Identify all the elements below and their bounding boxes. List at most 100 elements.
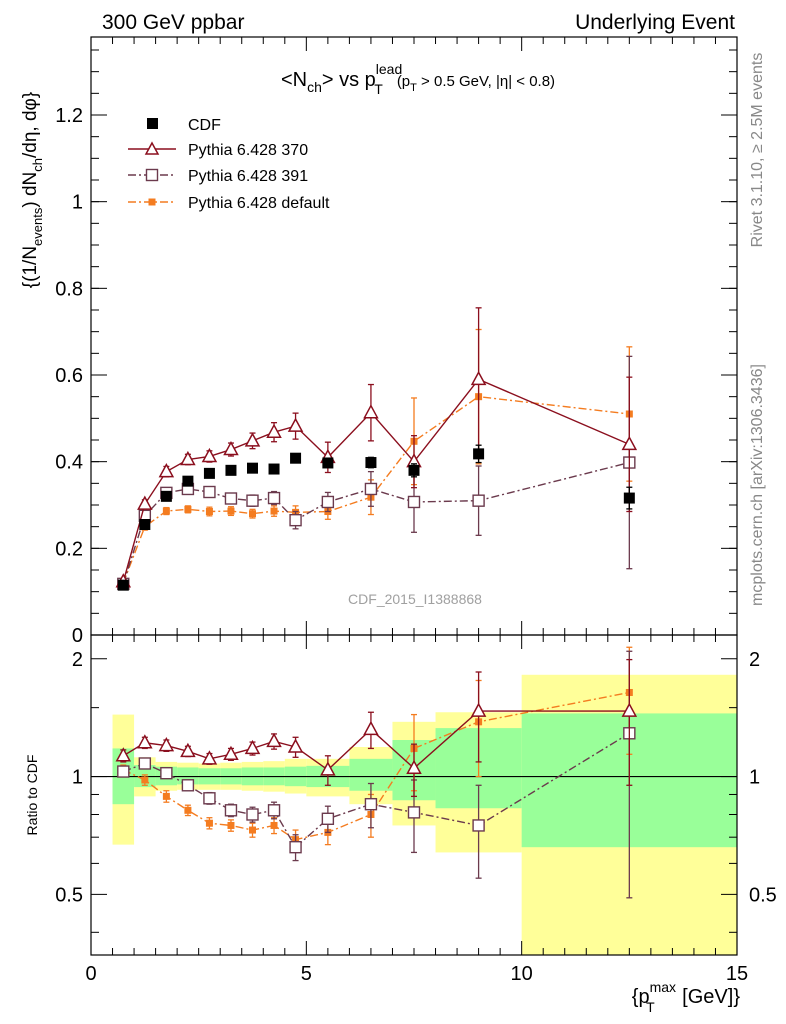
ratio-point-pythia-370: [363, 720, 379, 736]
main-point-pythia-default: [249, 510, 256, 518]
title-main-sub: ch: [307, 79, 322, 95]
main-point-pythia-370: [363, 404, 379, 419]
ratio-y-tick-label-right: 1: [749, 767, 760, 789]
main-point-cdf: [365, 457, 377, 469]
legend-entry-cdf: CDF: [147, 117, 221, 134]
ratio-point-pythia-391: [407, 806, 421, 819]
title-main: <N: [281, 69, 307, 91]
main-point-cdf: [182, 475, 194, 487]
legend-label-370: Pythia 6.428 370: [188, 142, 308, 159]
title-cut-a: (p: [397, 73, 410, 90]
legend-entry-pythia-default: Pythia 6.428 default: [128, 195, 330, 212]
main-y-tick-label: 0: [72, 625, 83, 647]
xlabel-a: {p: [632, 986, 650, 1008]
main-y-tick-label: 1: [72, 192, 83, 214]
header-left: 300 GeV ppbar: [102, 11, 244, 34]
main-point-pythia-391: [472, 494, 485, 507]
main-point-pythia-391: [407, 495, 421, 509]
main-point-pythia-370: [621, 435, 638, 451]
main-point-pythia-370: [266, 423, 282, 438]
ratio-point-pythia-391: [267, 804, 281, 817]
ratio-point-pythia-370: [201, 750, 218, 765]
ratio-point-pythia-default: [184, 806, 192, 814]
title-cut-sub: T: [410, 82, 417, 94]
legend-marker-370: [144, 141, 160, 155]
ratio-point-pythia-391: [138, 757, 152, 770]
main-point-cdf: [160, 490, 172, 502]
ratio-panel: 0.5 0.5 1 1 2 2 0 5 10 15 Ratio to CDF {pmax T [Ge…: [24, 634, 777, 1015]
main-point-pythia-391: [364, 482, 378, 496]
title-mid: > vs p: [322, 69, 376, 91]
legend: CDF Pythia 6.428 370 Pythia 6.428 391 Py…: [128, 117, 330, 212]
main-y-tick-label: 0.8: [55, 278, 83, 300]
legend-label-391: Pythia 6.428 391: [188, 168, 308, 185]
legend-label-default: Pythia 6.428 default: [188, 195, 330, 212]
ratio-point-pythia-391: [181, 779, 195, 792]
ratio-y-tick-label-left: 1: [72, 767, 83, 789]
main-point-cdf: [408, 464, 420, 476]
main-point-cdf: [473, 448, 485, 460]
x-tick-label: 0: [85, 963, 96, 985]
main-point-pythia-391: [224, 492, 238, 505]
legend-entry-pythia-391: Pythia 6.428 391: [128, 168, 308, 185]
ratio-point-pythia-391: [289, 840, 302, 854]
ratio-line-pythia-default: [123, 691, 630, 841]
main-point-cdf: [225, 464, 237, 476]
main-point-pythia-default: [184, 505, 192, 513]
legend-entry-pythia-370: Pythia 6.428 370: [128, 141, 308, 159]
main-title: <Nch> vs plead T (pT > 0.5 GeV, |η| < 0.8): [281, 61, 555, 97]
main-point-pythia-391: [246, 494, 259, 507]
ylabel-c: /dη, dφ}: [20, 92, 41, 158]
ratio-point-pythia-391: [160, 767, 173, 780]
ratio-point-pythia-370: [287, 738, 304, 753]
ratio-point-pythia-391: [246, 808, 259, 821]
ylabel-b-sub: ch: [30, 158, 45, 172]
ratio-point-pythia-391: [224, 804, 238, 817]
x-tick-label: 15: [726, 963, 748, 985]
ratio-point-pythia-default: [141, 776, 149, 784]
xlabel-b: [GeV]}: [677, 986, 741, 1008]
main-point-pythia-370: [244, 432, 261, 447]
main-axis-layer: 0 0.2 0.4 0.6 0.8 1 1.2: [55, 37, 738, 647]
ylabel-b: ) dN: [20, 172, 41, 208]
main-y-label: {(1/Nevents) dNch/dη, dφ}: [20, 92, 45, 288]
xlabel-sub: T: [646, 999, 655, 1015]
side-rivet-label: Rivet 3.1.10, ≥ 2.5M events: [749, 53, 766, 248]
main-point-pythia-370: [287, 417, 304, 432]
title-p-sub: T: [374, 81, 383, 97]
main-point-cdf: [247, 462, 258, 474]
main-y-tick-label: 0.2: [55, 538, 83, 560]
ratio-point-pythia-391: [364, 797, 378, 811]
ratio-point-pythia-370: [158, 737, 175, 752]
ratio-point-pythia-370: [266, 732, 282, 748]
ratio-point-pythia-default: [270, 821, 278, 829]
legend-label-cdf: CDF: [188, 117, 221, 134]
main-point-pythia-391: [289, 513, 302, 527]
main-point-pythia-370: [223, 440, 239, 456]
main-point-pythia-default: [270, 507, 278, 515]
main-point-pythia-391: [203, 485, 216, 499]
main-point-pythia-370: [158, 463, 175, 478]
main-series-cdf: [117, 444, 635, 591]
main-point-pythia-default: [227, 507, 235, 515]
ratio-point-pythia-370: [115, 747, 132, 762]
ylabel-a-sub: events: [30, 207, 45, 246]
main-line-pythia-370: [122, 378, 630, 582]
ratio-point-pythia-370: [621, 702, 638, 717]
main-point-cdf: [268, 463, 280, 475]
main-point-pythia-370: [470, 370, 487, 386]
main-point-pythia-391: [321, 495, 335, 509]
ratio-y-tick-label-right: 0.5: [749, 884, 777, 906]
ratio-x-label: {pmax T [GeV]}: [632, 979, 741, 1015]
legend-marker-391: [145, 168, 159, 182]
x-tick-label: 5: [301, 963, 312, 985]
legend-marker-default: [148, 198, 156, 206]
main-point-pythia-370: [201, 447, 218, 463]
main-line-pythia-default: [122, 395, 630, 584]
title-p-sup: lead: [376, 61, 402, 77]
xlabel-sup: max: [650, 979, 676, 995]
ratio-y-tick-label-left: 2: [72, 649, 83, 671]
main-y-tick-label: 0.4: [55, 452, 83, 474]
ratio-y-tick-label-left: 0.5: [55, 884, 83, 906]
